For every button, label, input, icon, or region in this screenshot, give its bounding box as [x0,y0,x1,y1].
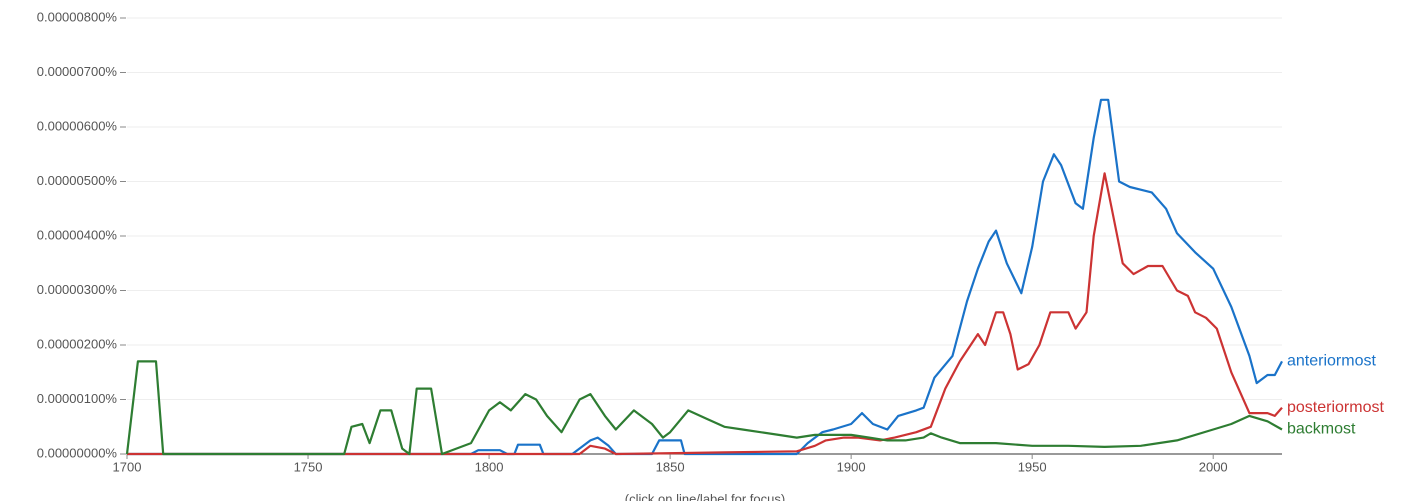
y-tick-label: 0.00000600% [37,118,118,133]
series-label[interactable]: posteriormost [1287,399,1384,416]
y-tick-label: 0.00000000% [37,445,118,460]
focus-hint: (click on line/label for focus) [625,491,785,501]
series-label[interactable]: backmost [1287,421,1356,438]
x-tick-label: 1850 [656,459,685,474]
series-line[interactable] [127,98,1283,456]
x-tick-label: 2000 [1199,459,1228,474]
y-tick-label: 0.00000100% [37,391,118,406]
y-tick-label: 0.00000200% [37,336,118,351]
y-tick-label: 0.00000300% [37,282,118,297]
x-tick-label: 1800 [475,459,504,474]
series-line[interactable] [127,172,1283,456]
x-tick-label: 1900 [837,459,866,474]
x-tick-label: 1950 [1018,459,1047,474]
x-tick-label: 1750 [294,459,323,474]
series-line[interactable] [125,360,1283,456]
y-tick-label: 0.00000700% [37,64,118,79]
x-tick-label: 1700 [113,459,142,474]
series-label[interactable]: anteriormost [1287,353,1376,370]
y-tick-label: 0.00000400% [37,227,118,242]
y-tick-label: 0.00000800% [37,9,118,24]
y-tick-label: 0.00000500% [37,173,118,188]
